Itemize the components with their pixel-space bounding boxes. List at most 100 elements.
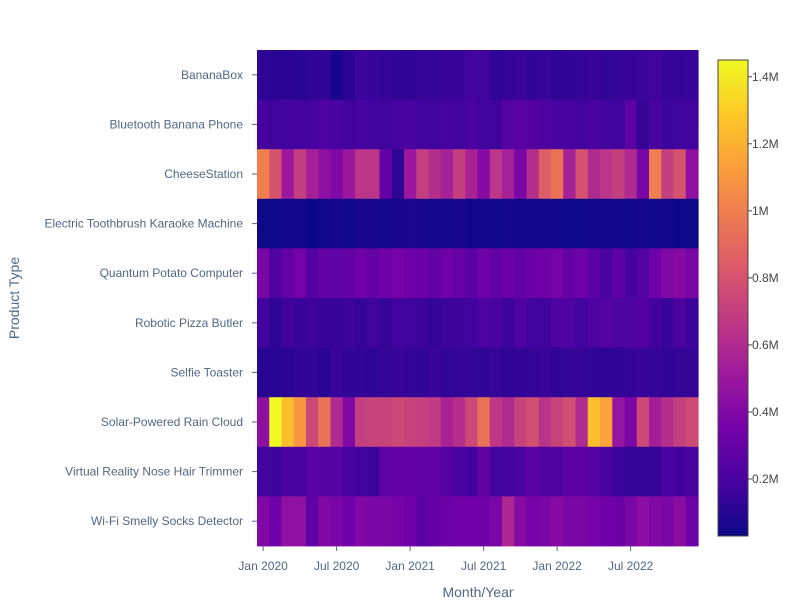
heatmap-cell [428, 198, 442, 249]
x-tick-label: Jul 2020 [314, 559, 360, 573]
heatmap-cell [416, 50, 430, 100]
heatmap-cell [465, 99, 479, 150]
heatmap-cell [575, 248, 589, 299]
heatmap-cell [526, 496, 540, 547]
heatmap-cell [649, 99, 662, 150]
heatmap-cell [440, 198, 454, 249]
heatmap-cell [514, 50, 528, 100]
heatmap-cell [685, 298, 699, 348]
heatmap-cell [514, 248, 528, 299]
colorbar-tick-label: 1M [752, 204, 769, 218]
y-axis-ticks: BananaBox Bluetooth Banana Phone CheeseSta… [44, 68, 257, 528]
heatmap-cell [306, 99, 319, 150]
heatmap-cell [440, 397, 454, 448]
heatmap-cell [391, 496, 405, 547]
heatmap-cell [404, 149, 417, 200]
heatmap-cell [502, 248, 515, 299]
heatmap-cell [318, 347, 332, 398]
heatmap-cell [636, 198, 650, 249]
heatmap-cell [587, 446, 601, 497]
colorbar-tick-label: 1.2M [752, 137, 779, 151]
heatmap-cell [416, 496, 430, 547]
x-tick-label: Jul 2022 [608, 559, 654, 573]
heatmap-cell [624, 397, 638, 448]
heatmap-cell [636, 347, 650, 398]
heatmap-cell [330, 149, 344, 200]
heatmap-cell [526, 99, 540, 150]
heatmap-cell [587, 50, 601, 100]
heatmap-cell [489, 496, 503, 547]
heatmap-cell [587, 298, 601, 348]
heatmap-cell [661, 198, 675, 249]
heatmap-cell [281, 496, 295, 547]
heatmap-cell [440, 50, 454, 100]
heatmap-cell [257, 198, 270, 249]
heatmap-cell [600, 248, 613, 299]
heatmap-cell [489, 298, 503, 348]
heatmap-cell [379, 298, 393, 348]
heatmap-cell [428, 496, 442, 547]
heatmap-cell [318, 446, 332, 497]
heatmap-cell [379, 496, 393, 547]
heatmap-cell [624, 149, 638, 200]
heatmap-cell [342, 99, 356, 150]
heatmap-cell [538, 397, 552, 448]
heatmap-cell [502, 347, 515, 398]
heatmap-cell [330, 50, 344, 100]
heatmap-cell [514, 397, 528, 448]
heatmap-cell [465, 496, 479, 547]
heatmap-cell [257, 446, 270, 497]
y-tick-label: Quantum Potato Computer [100, 266, 243, 280]
heatmap-cell [355, 298, 368, 348]
heatmap-cell [367, 397, 381, 448]
heatmap-cell [416, 99, 430, 150]
heatmap-cell [502, 99, 515, 150]
heatmap-cell [612, 149, 626, 200]
heatmap-cell [367, 99, 381, 150]
heatmap-cell [600, 149, 613, 200]
colorbar-tick-label: 0.2M [752, 472, 779, 486]
heatmap-cell [489, 248, 503, 299]
heatmap-cell [575, 149, 589, 200]
heatmap-cell [563, 298, 577, 348]
heatmap-cell [563, 149, 577, 200]
heatmap-cell [465, 248, 479, 299]
heatmap-cell [649, 298, 662, 348]
y-tick-label: Virtual Reality Nose Hair Trimmer [65, 465, 243, 479]
heatmap-cell [428, 347, 442, 398]
heatmap-cell [330, 248, 344, 299]
heatmap-cell [551, 99, 564, 150]
y-tick-label: Solar-Powered Rain Cloud [101, 415, 243, 429]
heatmap-cell [257, 347, 270, 398]
heatmap-cell [330, 99, 344, 150]
heatmap-cell [575, 298, 589, 348]
heatmap-cell [477, 248, 491, 299]
heatmap-cell [318, 99, 332, 150]
heatmap-cell [453, 50, 466, 100]
heatmap-cell [306, 397, 319, 448]
heatmap-cell [685, 50, 699, 100]
heatmap-cell [489, 149, 503, 200]
heatmap-cell [563, 347, 577, 398]
colorbar-tick-label: 0.8M [752, 271, 779, 285]
heatmap-cell [342, 446, 356, 497]
heatmap-cell [587, 496, 601, 547]
heatmap-cell [649, 198, 662, 249]
x-axis-title: Month/Year [442, 584, 513, 600]
heatmap-cell [379, 347, 393, 398]
heatmap-cell [514, 496, 528, 547]
heatmap-cell [514, 347, 528, 398]
heatmap-cell [391, 99, 405, 150]
heatmap-cell [624, 50, 638, 100]
heatmap-cell [538, 298, 552, 348]
heatmap-cell [538, 496, 552, 547]
heatmap-cell [575, 99, 589, 150]
heatmap-cell [587, 248, 601, 299]
heatmap-cell [293, 50, 307, 100]
heatmap-cell [416, 347, 430, 398]
heatmap-cell [624, 446, 638, 497]
heatmap-cell [685, 149, 699, 200]
heatmap-cell [489, 446, 503, 497]
heatmap-cell [477, 496, 491, 547]
heatmap-cell [477, 446, 491, 497]
